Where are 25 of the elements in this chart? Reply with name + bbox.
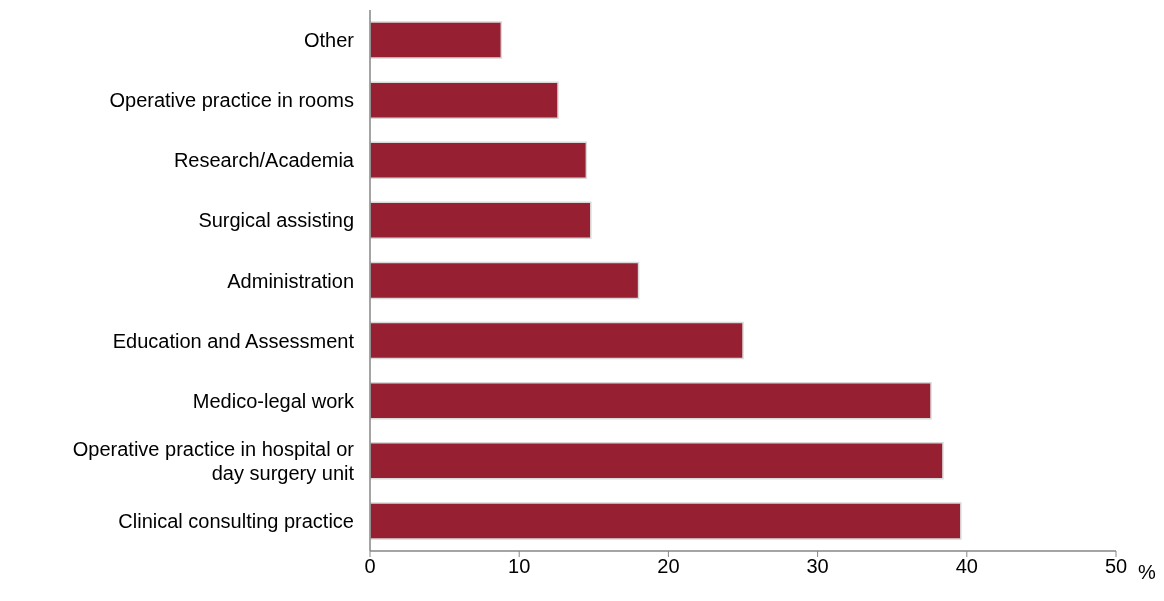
bar <box>370 21 503 59</box>
x-tick-label: 10 <box>508 555 531 578</box>
x-tick-label: 50 <box>1104 555 1128 578</box>
y-tick-label: Operative practice in rooms <box>109 89 354 112</box>
x-tick-label: 40 <box>955 555 978 578</box>
bar <box>370 502 962 540</box>
y-tick-label: Education and Assessment <box>112 329 355 352</box>
y-tick-label: Clinical consulting practice <box>118 509 354 532</box>
y-tick-label: Operative practice in hospital or day surgery unit <box>72 437 355 484</box>
x-tick-label: 20 <box>657 555 680 578</box>
bar <box>370 321 744 360</box>
y-tick-label: Medico-legal work <box>192 389 355 412</box>
bar <box>370 81 559 119</box>
bar <box>370 261 640 300</box>
bar <box>370 201 592 240</box>
y-tick-label: Other <box>303 29 355 52</box>
y-tick-label: Research/Academia <box>173 149 355 172</box>
bar <box>370 141 588 179</box>
bar <box>370 442 944 480</box>
x-axis-title: % <box>1138 561 1156 583</box>
x-tick-label: 30 <box>806 555 829 578</box>
x-tick-label: 0 <box>364 555 376 578</box>
y-tick-label: Administration <box>227 269 354 292</box>
y-tick-label: Surgical assisting <box>198 209 354 232</box>
bar <box>370 381 932 420</box>
